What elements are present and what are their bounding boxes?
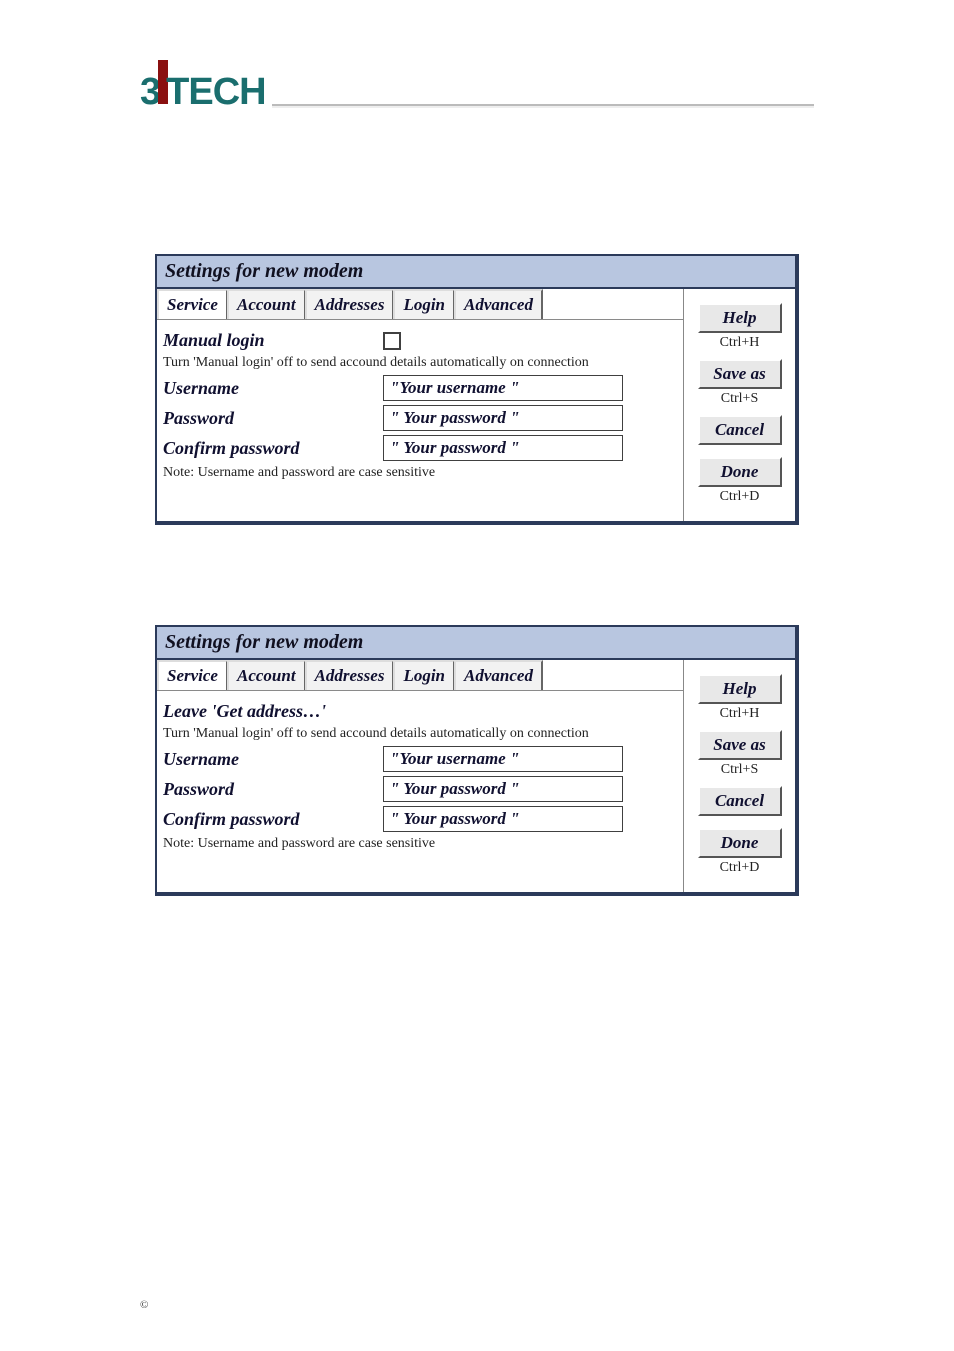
tab-login[interactable]: Login xyxy=(393,289,455,319)
saveas-shortcut-2: Ctrl+S xyxy=(692,762,787,778)
done-button[interactable]: Done xyxy=(698,457,782,487)
logo-tech: TECH xyxy=(166,71,265,114)
help-shortcut: Ctrl+H xyxy=(692,335,787,351)
cancel-button[interactable]: Cancel xyxy=(698,415,782,445)
tabs-bar: Service Account Addresses Login Advanced xyxy=(157,289,683,320)
saveas-button[interactable]: Save as xyxy=(698,359,782,389)
tab-addresses[interactable]: Addresses xyxy=(305,289,395,319)
dialog-title: Settings for new modem xyxy=(157,256,795,289)
saveas-shortcut: Ctrl+S xyxy=(692,391,787,407)
manual-login-checkbox[interactable] xyxy=(383,332,401,350)
password-field[interactable]: " Your password " xyxy=(383,405,623,431)
tabs-bar-2: Service Account Addresses Login Advanced xyxy=(157,660,683,691)
label-password-2: Password xyxy=(163,779,383,800)
username-field[interactable]: "Your username " xyxy=(383,375,623,401)
saveas-button-2[interactable]: Save as xyxy=(698,730,782,760)
logo-three: 3 xyxy=(140,71,160,114)
username-field-2[interactable]: "Your username " xyxy=(383,746,623,772)
confirm-password-field[interactable]: " Your password " xyxy=(383,435,623,461)
hint-manual-2: Turn 'Manual login' off to send accound … xyxy=(163,726,677,742)
settings-dialog-1: Settings for new modem Service Account A… xyxy=(155,254,799,525)
label-leave-get: Leave 'Get address…' xyxy=(163,701,483,722)
cancel-button-2[interactable]: Cancel xyxy=(698,786,782,816)
label-confirm-2: Confirm password xyxy=(163,809,383,830)
footer-copyright: © xyxy=(140,1299,148,1311)
password-field-2[interactable]: " Your password " xyxy=(383,776,623,802)
tab-login-2[interactable]: Login xyxy=(393,660,455,690)
label-username-2: Username xyxy=(163,749,383,770)
confirm-password-field-2[interactable]: " Your password " xyxy=(383,806,623,832)
dialog-title-2: Settings for new modem xyxy=(157,627,795,660)
side-button-panel-2: Help Ctrl+H Save as Ctrl+S Cancel Done C… xyxy=(683,660,795,892)
settings-dialog-2: Settings for new modem Service Account A… xyxy=(155,625,799,896)
dialog-main-2: Service Account Addresses Login Advanced… xyxy=(157,660,683,892)
tab-service-2[interactable]: Service xyxy=(157,660,228,690)
note-case-2: Note: Username and password are case sen… xyxy=(163,836,677,852)
help-button[interactable]: Help xyxy=(698,303,782,333)
note-case: Note: Username and password are case sen… xyxy=(163,465,677,481)
dialog-main: Service Account Addresses Login Advanced… xyxy=(157,289,683,521)
tab-advanced-2[interactable]: Advanced xyxy=(454,660,543,690)
tab-advanced[interactable]: Advanced xyxy=(454,289,543,319)
done-shortcut: Ctrl+D xyxy=(692,489,787,505)
label-manual-login: Manual login xyxy=(163,330,383,351)
tab-account[interactable]: Account xyxy=(227,289,306,319)
help-shortcut-2: Ctrl+H xyxy=(692,706,787,722)
label-username: Username xyxy=(163,378,383,399)
help-button-2[interactable]: Help xyxy=(698,674,782,704)
tab-account-2[interactable]: Account xyxy=(227,660,306,690)
hint-manual: Turn 'Manual login' off to send accound … xyxy=(163,355,677,371)
done-shortcut-2: Ctrl+D xyxy=(692,860,787,876)
header-row: 3 TECH xyxy=(140,60,814,114)
label-password: Password xyxy=(163,408,383,429)
tab-service[interactable]: Service xyxy=(157,289,228,319)
side-button-panel: Help Ctrl+H Save as Ctrl+S Cancel Done C… xyxy=(683,289,795,521)
header-rule xyxy=(272,104,814,108)
done-button-2[interactable]: Done xyxy=(698,828,782,858)
label-confirm: Confirm password xyxy=(163,438,383,459)
logo: 3 TECH xyxy=(140,60,266,114)
tab-addresses-2[interactable]: Addresses xyxy=(305,660,395,690)
